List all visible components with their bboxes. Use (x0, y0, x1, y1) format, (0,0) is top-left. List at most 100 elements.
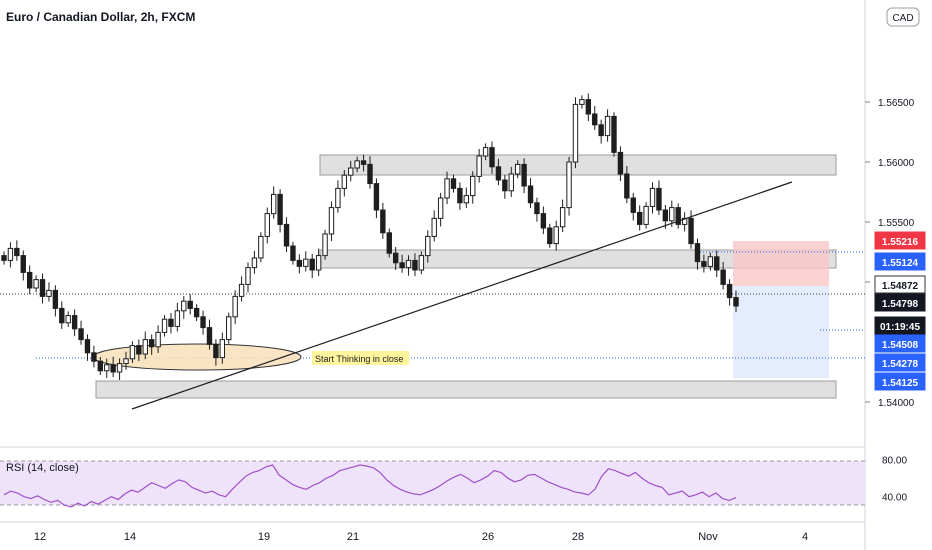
candle (26, 265, 33, 295)
candle (39, 273, 46, 304)
candle (129, 341, 136, 363)
candle (572, 97, 579, 169)
price-badge: 1.54125 (874, 372, 926, 391)
candle (630, 192, 636, 221)
candle (624, 165, 630, 204)
candle (168, 313, 174, 334)
candle (46, 282, 52, 302)
candle (392, 247, 399, 270)
candle (123, 351, 129, 370)
candle (694, 238, 701, 270)
time-axis[interactable]: 12 14 19 21 26 28 Nov 4 (34, 531, 808, 543)
candle (431, 210, 437, 242)
candle (566, 156, 572, 216)
candle (322, 229, 328, 260)
time-tick-label: 21 (347, 531, 359, 543)
candle (598, 119, 604, 144)
ascending-trendline[interactable] (131, 181, 793, 410)
candle (373, 178, 380, 219)
candle (707, 252, 714, 271)
currency-badge[interactable]: CAD (886, 7, 920, 27)
candle (97, 357, 104, 375)
price-badge: 1.54798 (874, 293, 926, 312)
candle (540, 206, 547, 235)
candle (425, 230, 431, 263)
candle (604, 109, 611, 142)
price-badge: 01:19:45 (874, 316, 926, 335)
price-badges: 1.55216 1.55124 1.54872 1.54798 01:19:45 1.54… (874, 231, 926, 391)
candle (142, 331, 148, 360)
candle (348, 160, 354, 182)
consolidation-ellipse[interactable] (92, 343, 302, 371)
price-badge-text: 1.54125 (882, 378, 919, 389)
candle (193, 304, 200, 321)
candle (200, 310, 206, 335)
price-badge-text: 1.54872 (882, 281, 919, 292)
candle (33, 275, 39, 293)
candle (592, 105, 598, 130)
candle (251, 250, 258, 274)
candle (450, 174, 457, 193)
candle (502, 174, 508, 199)
candle (315, 248, 322, 277)
candle (470, 171, 476, 204)
candle (643, 202, 649, 229)
price-tick-label: 1.56000 (878, 158, 915, 169)
target-zone[interactable] (733, 286, 829, 378)
candle (354, 156, 360, 173)
candle (206, 319, 213, 350)
candle (264, 207, 270, 244)
candle (270, 186, 277, 219)
price-badge-text: 1.54798 (882, 299, 919, 310)
candle (714, 250, 720, 278)
annotation-callout[interactable]: Start Thinking in close (312, 351, 409, 365)
candle (681, 212, 688, 232)
candle (52, 285, 59, 317)
candle (579, 95, 585, 109)
candle (418, 251, 425, 275)
candle (360, 154, 367, 172)
candle (309, 254, 315, 279)
candle (148, 334, 155, 355)
candle (495, 158, 502, 186)
candle (521, 158, 527, 194)
candle (489, 141, 495, 174)
candle (290, 241, 296, 265)
candle (110, 356, 116, 378)
candle (527, 177, 534, 208)
candle (720, 261, 726, 290)
price-badge-text: 1.55216 (882, 237, 919, 248)
candle (155, 325, 161, 353)
currency-badge-text: CAD (892, 13, 913, 24)
price-badge-text: 1.54508 (882, 340, 919, 351)
price-badge-text: 1.54278 (882, 359, 919, 370)
time-tick-label: 19 (258, 531, 270, 543)
lower-support-zone[interactable] (95, 380, 837, 399)
candle (258, 232, 264, 263)
candle (508, 166, 514, 197)
time-tick-label: 4 (802, 531, 808, 543)
time-tick-label: 14 (124, 531, 136, 543)
candle (726, 279, 733, 306)
candle (669, 200, 675, 227)
price-badge-text: 1.55124 (882, 258, 919, 269)
price-badge: 1.54508 (874, 334, 926, 353)
candle (187, 294, 193, 315)
candle (65, 311, 71, 327)
rsi-title: RSI (14, close) (6, 462, 79, 474)
candle (457, 182, 463, 210)
candle (14, 240, 20, 261)
candle (617, 146, 624, 182)
candle (7, 242, 14, 268)
candle (405, 255, 412, 276)
price-tick-label: 1.55500 (878, 218, 915, 229)
time-tick-label: 12 (34, 531, 46, 543)
candle (84, 334, 91, 361)
candlestick-series (1, 93, 739, 381)
candle (296, 254, 303, 274)
stop-loss-zone[interactable] (733, 241, 829, 286)
time-tick-label: Nov (698, 531, 718, 543)
candle (59, 301, 65, 329)
chart-title: Euro / Canadian Dollar, 2h, FXCM (6, 10, 195, 24)
